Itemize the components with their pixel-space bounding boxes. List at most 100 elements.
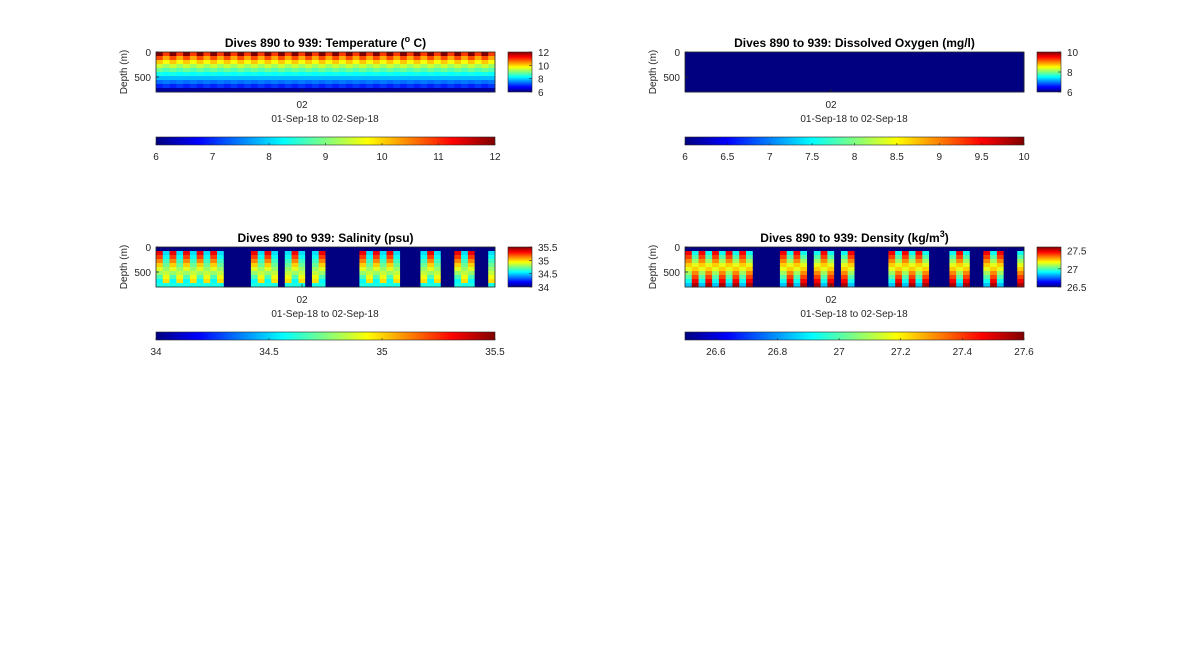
salinity-cell — [325, 283, 333, 288]
oxygen-cell — [840, 60, 849, 65]
temperature-cell — [305, 88, 313, 93]
density-cell — [1010, 263, 1018, 268]
oxygen-cell — [895, 52, 903, 57]
density-cell — [786, 279, 794, 284]
temperature-cell — [311, 64, 320, 69]
density-hcolorbar-tick-label: 27.6 — [1014, 347, 1034, 358]
oxygen-cell — [888, 68, 896, 73]
oxygen-cell — [759, 60, 767, 65]
density-cell — [712, 283, 720, 288]
salinity-cell — [183, 275, 191, 280]
salinity-cell — [257, 247, 265, 252]
salinity-cell — [393, 275, 401, 280]
salinity-cell — [481, 255, 489, 260]
density-cell — [929, 251, 937, 256]
density-cell — [854, 283, 862, 288]
oxygen-cell — [901, 80, 910, 85]
salinity-cell — [203, 251, 211, 256]
salinity-cell — [447, 263, 455, 268]
temperature-cell — [237, 52, 245, 57]
density-cell — [962, 255, 971, 260]
salinity-cell — [345, 247, 354, 252]
temperature-cell — [169, 60, 177, 65]
oxygen-cell — [922, 64, 930, 69]
salinity-cell — [196, 247, 204, 252]
salinity-cell — [372, 263, 381, 268]
temperature-colorbar-tick-label: 12 — [538, 48, 550, 59]
oxygen-cell — [732, 84, 740, 89]
temperature-cell — [345, 80, 354, 85]
salinity-cell — [271, 259, 279, 264]
oxygen-cell — [718, 56, 727, 61]
salinity-cell — [223, 247, 231, 252]
density-cell — [698, 263, 706, 268]
salinity-cell — [447, 251, 455, 256]
oxygen-cell — [868, 84, 876, 89]
density-cell — [793, 255, 801, 260]
salinity-cell — [447, 283, 455, 288]
oxygen-cell — [746, 72, 754, 77]
density-cell — [942, 271, 950, 276]
temperature-cell — [183, 60, 191, 65]
temperature-cell — [176, 60, 184, 65]
oxygen-cell — [800, 88, 808, 93]
oxygen-cell — [800, 64, 808, 69]
oxygen-cell — [712, 72, 720, 77]
salinity-cell — [264, 279, 272, 284]
oxygen-cell — [983, 72, 991, 77]
temperature-cell — [400, 72, 408, 77]
temperature-cell — [481, 72, 489, 77]
density-cell — [712, 255, 720, 260]
density-cell — [861, 271, 869, 276]
temperature-cell — [433, 56, 442, 61]
oxygen-cell — [691, 88, 699, 93]
oxygen-cell — [929, 72, 937, 77]
temperature-cell — [379, 52, 387, 57]
temperature-cell — [169, 80, 177, 85]
temperature-cell — [305, 80, 313, 85]
density-cell — [827, 263, 835, 268]
temperature-cell — [481, 56, 489, 61]
oxygen-cell — [962, 60, 971, 65]
temperature-cell — [189, 76, 198, 81]
oxygen-cell — [746, 68, 754, 73]
temperature-cell — [183, 68, 191, 73]
density-colorbar-vertical — [1036, 246, 1062, 288]
salinity-cell — [474, 283, 482, 288]
temperature-cell — [196, 76, 204, 81]
oxygen-cell — [705, 88, 713, 93]
temperature-cell — [230, 64, 238, 69]
temperature-cell — [427, 76, 435, 81]
density-cell — [779, 275, 788, 280]
oxygen-cell — [990, 80, 998, 85]
salinity-cell — [359, 283, 367, 288]
oxygen-cell — [1010, 60, 1018, 65]
density-colorbar-tick-label: 27.5 — [1067, 247, 1087, 258]
salinity-cell — [433, 283, 442, 288]
temperature-cell — [332, 80, 340, 85]
density-cell — [1003, 279, 1011, 284]
density-cell — [895, 267, 903, 272]
oxygen-xlabel: 01-Sep-18 to 02-Sep-18 — [800, 114, 908, 125]
temperature-cell — [284, 64, 292, 69]
density-cell — [983, 255, 991, 260]
temperature-cell — [454, 80, 462, 85]
density-cell — [895, 251, 903, 256]
salinity-cell — [420, 263, 428, 268]
salinity-cell — [257, 267, 265, 272]
density-cell — [718, 279, 727, 284]
temperature-cell — [461, 64, 469, 69]
oxygen-cell — [732, 64, 740, 69]
density-cell — [996, 263, 1005, 268]
oxygen-cell — [793, 60, 801, 65]
temperature-cell — [162, 60, 170, 65]
temperature-cell — [359, 52, 367, 57]
oxygen-cell — [996, 76, 1005, 81]
salinity-cell — [325, 267, 333, 272]
salinity-cell — [264, 255, 272, 260]
density-cell — [874, 251, 883, 256]
salinity-cell — [474, 259, 482, 264]
density-cell — [847, 255, 855, 260]
salinity-cell — [162, 283, 170, 288]
density-cell — [800, 275, 808, 280]
